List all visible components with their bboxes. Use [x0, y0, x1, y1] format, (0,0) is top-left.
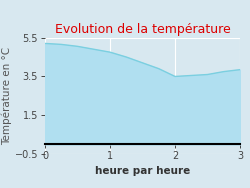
Title: Evolution de la température: Evolution de la température: [54, 24, 231, 36]
X-axis label: heure par heure: heure par heure: [95, 166, 190, 176]
Y-axis label: Température en °C: Température en °C: [1, 47, 12, 145]
